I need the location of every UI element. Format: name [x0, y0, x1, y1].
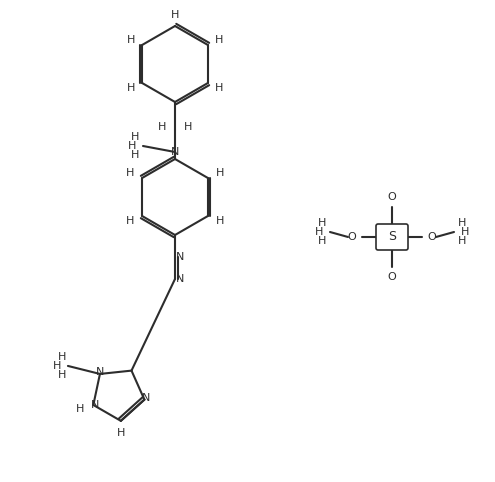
Text: N: N [171, 147, 179, 157]
Text: O: O [347, 232, 356, 242]
Text: H: H [216, 216, 224, 226]
Text: H: H [184, 122, 192, 132]
Text: H: H [128, 141, 136, 151]
FancyBboxPatch shape [376, 224, 408, 250]
Text: H: H [58, 370, 66, 380]
Text: H: H [318, 218, 326, 228]
Text: N: N [176, 252, 184, 262]
Text: H: H [216, 168, 224, 178]
Text: O: O [388, 272, 396, 282]
Text: H: H [58, 352, 66, 362]
Text: H: H [458, 218, 466, 228]
Text: H: H [127, 35, 135, 45]
Text: H: H [461, 227, 469, 237]
Text: H: H [53, 361, 61, 371]
Text: O: O [428, 232, 437, 242]
Text: O: O [388, 192, 396, 202]
Text: N: N [91, 400, 99, 410]
Text: H: H [131, 150, 139, 160]
Text: H: H [215, 35, 223, 45]
Text: H: H [315, 227, 323, 237]
Text: H: H [158, 122, 166, 132]
Text: H: H [126, 216, 134, 226]
Text: S: S [388, 230, 396, 243]
Text: H: H [171, 10, 179, 20]
Text: H: H [127, 83, 135, 93]
Text: N: N [96, 367, 104, 377]
Text: H: H [215, 83, 223, 93]
Text: H: H [458, 236, 466, 246]
Text: H: H [126, 168, 134, 178]
Text: H: H [76, 404, 85, 414]
Text: N: N [176, 274, 184, 284]
Text: N: N [142, 393, 150, 402]
Text: H: H [318, 236, 326, 246]
Text: H: H [117, 428, 125, 438]
Text: H: H [131, 132, 139, 142]
